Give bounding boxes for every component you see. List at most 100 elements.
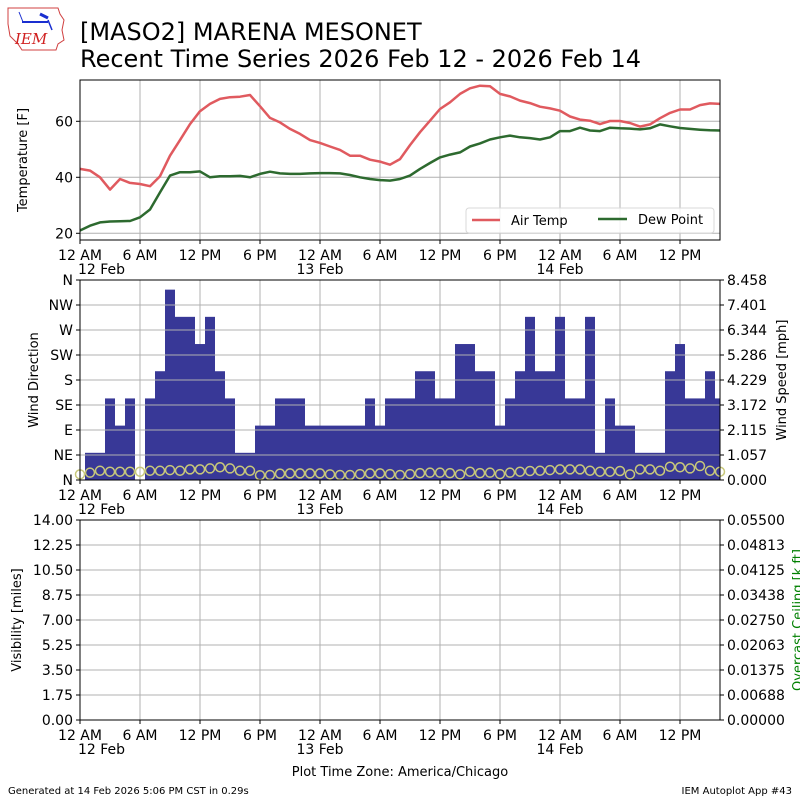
x-tick-label: 12 AM <box>538 248 582 264</box>
wind-speed-bar <box>585 316 595 480</box>
y-axis-label-left: Visibility [miles] <box>10 568 25 671</box>
x-tick-label: 6 AM <box>122 728 157 744</box>
x-tick-label: 12 AM <box>298 248 342 264</box>
wind-speed-bar <box>535 371 545 480</box>
wind-marker <box>134 466 146 477</box>
y-tick-label: 60 <box>55 114 73 130</box>
x-date-label: 12 Feb <box>78 262 125 278</box>
wind-speed-bar <box>405 398 415 480</box>
wind-marker <box>514 466 526 477</box>
legend-air-temp-label: Air Temp <box>511 214 568 229</box>
wind-marker <box>564 464 576 475</box>
y-tick-label: SE <box>55 398 73 414</box>
y-tick-label: 5.25 <box>42 638 73 654</box>
wind-speed-bar <box>395 398 405 480</box>
wind-marker <box>244 465 256 477</box>
axes-frame <box>79 519 721 721</box>
y-tick-label: SW <box>50 348 73 364</box>
wind-marker <box>104 466 116 477</box>
wind-marker <box>304 468 316 479</box>
y-right-tick-label: 0.02063 <box>727 638 785 654</box>
wind-marker <box>144 465 156 477</box>
wind-speed-bar <box>425 371 435 480</box>
timezone-label: Plot Time Zone: America/Chicago <box>292 765 508 780</box>
wind-speed-bar <box>545 371 555 480</box>
wind-marker <box>364 468 376 479</box>
wind-marker <box>314 468 326 479</box>
wind-speed-bar <box>285 398 295 480</box>
wind-speed-bar <box>715 398 720 480</box>
x-tick-label: 12 AM <box>298 728 342 744</box>
chart-title-line2: Recent Time Series 2026 Feb 12 - 2026 Fe… <box>80 45 641 73</box>
wind-speed-bar <box>675 344 685 480</box>
wind-speed-bar <box>645 452 655 480</box>
x-date-label: 14 Feb <box>536 502 583 518</box>
wind-marker <box>634 464 646 475</box>
y-right-tick-label: 7.401 <box>727 298 767 314</box>
wind-speed-bar <box>365 398 375 480</box>
wind-marker <box>464 466 476 477</box>
x-tick-label: 12 PM <box>179 488 222 504</box>
x-tick-label: 12 AM <box>58 248 102 264</box>
y-right-tick-label: 3.172 <box>727 398 767 414</box>
wind-speed-bar <box>305 425 315 480</box>
app-label: IEM Autoplot App #43 <box>682 786 792 797</box>
wind-marker <box>694 460 706 472</box>
wind-marker <box>434 467 446 478</box>
wind-speed-bar <box>225 398 235 480</box>
x-tick-label: 6 AM <box>362 248 397 264</box>
wind-marker <box>424 467 436 478</box>
iem-logo: IEM <box>7 7 65 51</box>
wind-speed-bar <box>605 398 615 480</box>
wind-marker <box>584 465 596 477</box>
x-date-label: 13 Feb <box>296 742 343 758</box>
wind-marker <box>164 464 176 476</box>
wind-marker <box>444 467 456 479</box>
y-right-tick-label: 0.03438 <box>727 588 785 604</box>
y-right-tick-label: 6.344 <box>727 323 767 339</box>
wind-speed-bar <box>435 398 445 480</box>
wind-marker <box>174 465 186 477</box>
y-tick-label: 12.25 <box>33 538 73 554</box>
x-tick-label: 12 AM <box>298 488 342 504</box>
wind-speed-bar <box>415 371 425 480</box>
wind-speed-bar <box>345 425 355 480</box>
wind-marker <box>354 468 366 480</box>
wind-marker <box>504 467 516 478</box>
wind-speed-bar <box>445 398 455 480</box>
temperature-legend: Air Temp Dew Point <box>465 207 715 234</box>
wind-panel: 12 AM 6 AM 12 PM 6 PM 12 AM 6 AM 12 PM 6 PM 12 A… <box>27 273 790 518</box>
x-tick-label: 6 PM <box>483 488 517 504</box>
wind-marker <box>404 468 416 480</box>
wind-marker <box>454 469 466 480</box>
y-right-tick-label: 0.00000 <box>727 713 785 729</box>
wind-speed-bar <box>315 425 325 480</box>
wind-marker <box>494 468 506 480</box>
y-tick-label: E <box>64 423 73 439</box>
wind-speed-bar <box>505 398 515 480</box>
wind-speed-bar <box>205 316 215 480</box>
y-right-tick-label: 0.00688 <box>727 688 785 704</box>
wind-marker <box>704 465 716 477</box>
wind-marker <box>604 466 616 477</box>
x-date-label: 13 Feb <box>296 502 343 518</box>
y-right-tick-label: 0.000 <box>727 473 767 489</box>
x-tick-label: 12 PM <box>419 728 462 744</box>
wind-marker <box>684 463 696 474</box>
wind-speed-bar <box>105 398 115 480</box>
wind-speed-bar <box>685 398 695 480</box>
wind-marker <box>674 461 686 473</box>
y-axis-label-left: Wind Direction <box>27 332 42 428</box>
x-tick-label: 12 AM <box>58 488 102 504</box>
wind-speed-bar <box>625 425 635 480</box>
wind-speed-bar <box>155 371 165 480</box>
x-tick-label: 6 PM <box>243 248 277 264</box>
wind-speed-bar <box>385 398 395 480</box>
wind-speed-bar <box>215 371 225 480</box>
y-right-tick-label: 4.229 <box>727 373 767 389</box>
wind-speed-bar <box>575 398 585 480</box>
wind-speed-bar <box>455 344 465 480</box>
x-tick-label: 6 PM <box>483 248 517 264</box>
y-right-tick-label: 2.115 <box>727 423 767 439</box>
y-axis-label-right: Wind Speed [mph] <box>775 320 790 441</box>
